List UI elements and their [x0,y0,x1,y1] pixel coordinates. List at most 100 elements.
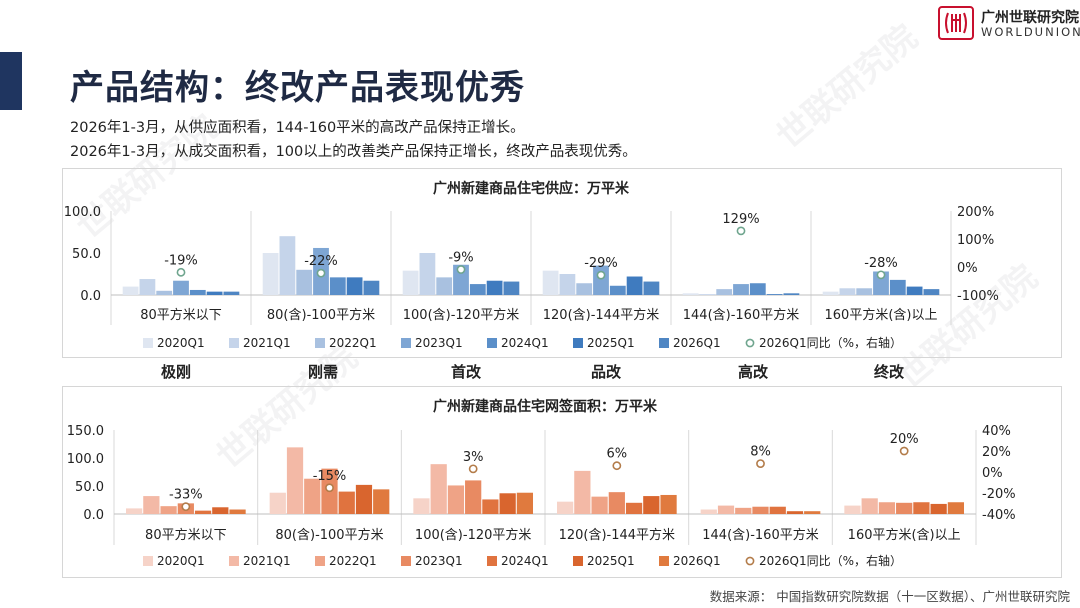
yoy-label: -33% [169,488,203,503]
yoy-point [596,270,606,280]
bar [173,280,189,295]
watermark: 世联研究院 [769,17,926,158]
bar [861,498,878,514]
category-label: 80(含)-100平方米 [267,307,375,323]
yoy-point [181,502,191,512]
bar [363,280,380,295]
bar [262,253,279,295]
bar [338,491,355,514]
bar [749,283,766,295]
category-label: 80(含)-100平方米 [275,527,383,543]
bar [716,289,733,295]
bar [735,507,752,514]
bar [769,506,786,514]
bar [156,290,173,295]
legend-swatch [401,338,411,348]
bar [913,502,930,514]
logo-name: 广州世联研究院 [981,10,1079,26]
yoy-point [612,461,622,471]
subtitle-1: 2026年1-3月，从供应面积看，144-160平米的高改产品保持正增长。 [70,120,525,136]
bar [643,281,660,295]
bar [503,281,520,295]
legend-swatch [315,338,325,348]
bar [453,264,469,295]
legend-label: 2023Q1 [415,554,463,568]
bar [896,502,913,514]
y-tick-label: 50.0 [72,247,101,262]
bar [122,286,139,295]
bar [844,505,861,514]
yoy-point [899,446,909,456]
bar [482,499,499,514]
y2-tick-label: -100% [957,289,999,304]
bar [717,505,735,514]
yoy-label: -22% [304,254,338,269]
category-label: 120(含)-144平方米 [559,527,675,543]
bar [542,270,559,295]
bar [373,489,390,514]
yoy-label: -28% [864,256,898,271]
legend-label: 2021Q1 [243,336,291,350]
bar [804,511,821,514]
bar [873,271,889,295]
bar [889,279,906,295]
y-tick-label: 150.0 [67,424,104,439]
legend-swatch [143,556,153,566]
legend-label: 2023Q1 [415,336,463,350]
legend-swatch [487,556,497,566]
category-label: 120(含)-144平方米 [543,307,659,323]
y2-tick-label: 0% [982,466,1003,481]
yoy-label: -9% [448,251,473,266]
segment-label: 极刚 [160,363,192,381]
supply-chart: 广州新建商品住宅供应：万平米 0.0 50.0 100.0 -100% 0% 100% 200… [64,180,999,350]
bar [766,294,783,295]
y-tick-label: 100.0 [67,452,104,467]
legend-swatch [573,556,583,566]
bar [609,285,626,295]
bar [856,288,873,295]
legend-marker [745,556,755,566]
bar [559,274,576,295]
category-label: 160平方米(含)以上 [848,527,961,543]
bar [486,280,503,295]
yoy-point [325,483,334,493]
logo-english: WORLDUNION [981,25,1080,39]
bar [125,508,143,514]
yoy-point [176,267,186,277]
bar [223,291,240,295]
bar [906,286,923,295]
bar [206,291,223,295]
y2-tick-label: -20% [982,487,1016,502]
bar [839,288,856,295]
yoy-label: -29% [584,256,618,271]
yoy-point [756,459,765,468]
yoy-label: -19% [164,253,198,268]
category-label: 100(含)-120平方米 [415,527,531,543]
legend-marker [745,338,755,348]
bar [402,270,419,295]
legend-swatch [659,338,669,348]
bar [947,502,965,514]
y2-tick-label: -40% [982,508,1016,523]
yoy-label: 8% [750,445,771,460]
bar [643,496,660,514]
subtitle-2: 2026年1-3月，从成交面积看，100以上的改善类产品保持正增长，终改产品表现… [70,144,637,160]
legend-label: 2026Q1 [673,554,721,568]
legend-label: 2025Q1 [587,336,635,350]
bar [465,480,482,514]
bar [733,284,749,295]
deal-chart-panel: 广州新建商品住宅网签面积：万平米 0.0 50.0 100.0 150.0 -40% -20… [62,386,1062,578]
supply-chart-panel: 广州新建商品住宅供应：万平米 0.0 50.0 100.0 -100% 0% 100% 200… [62,168,1062,358]
y2-tick-label: 200% [957,205,994,220]
bar [591,496,608,514]
legend-label: 2026Q1 [673,336,721,350]
y-tick-label: 0.0 [83,508,104,523]
y-tick-label: 100.0 [64,205,101,220]
bar [194,510,212,514]
legend-swatch [229,556,239,566]
bar [593,265,609,295]
bar [822,291,839,295]
bar [752,506,769,514]
legend-label: 2026Q1同比（%，右轴） [759,553,902,568]
bar [878,502,896,514]
